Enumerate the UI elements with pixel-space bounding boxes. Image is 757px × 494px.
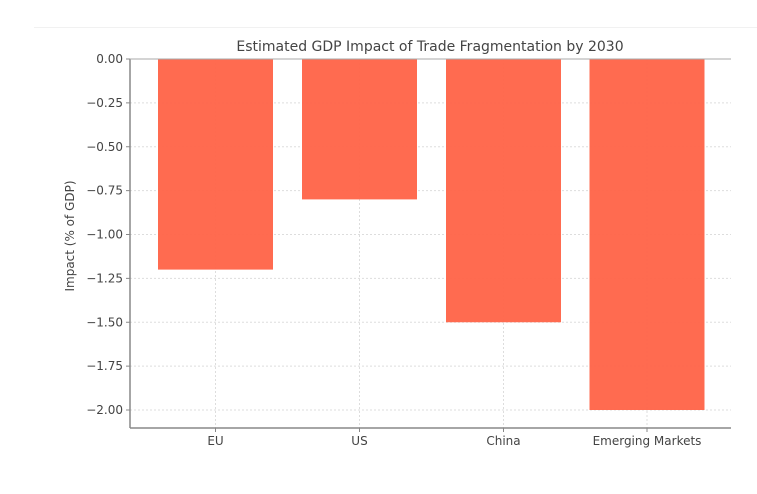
y-tick-label: −1.50 — [86, 315, 123, 329]
y-tick-label: −1.25 — [86, 271, 123, 285]
chart-title: Estimated GDP Impact of Trade Fragmentat… — [236, 39, 623, 55]
bar-china — [446, 59, 561, 323]
x-tick-label: China — [486, 434, 520, 448]
y-axis-label: Impact (% of GDP) — [63, 180, 77, 291]
y-tick-label: −1.00 — [86, 228, 123, 242]
x-tick-label: US — [351, 434, 367, 448]
y-ticks: 0.00 −0.25 −0.50 −0.75 −1.00 −1.25 −1.50 −1.75 −… — [86, 52, 130, 417]
y-tick-label: −2.00 — [86, 403, 123, 417]
y-tick-label: −1.75 — [86, 359, 123, 373]
bars — [158, 59, 705, 410]
y-tick-label: 0.00 — [96, 52, 123, 66]
x-tick-label: Emerging Markets — [593, 434, 702, 448]
x-tick-label: EU — [207, 434, 223, 448]
y-tick-label: −0.25 — [86, 96, 123, 110]
bar-eu — [158, 59, 273, 270]
top-border-line — [34, 27, 757, 28]
x-ticks: EU US China Emerging Markets — [207, 428, 701, 448]
y-tick-label: −0.50 — [86, 140, 123, 154]
y-tick-label: −0.75 — [86, 184, 123, 198]
bar-us — [302, 59, 417, 200]
bar-emerging-markets — [589, 59, 705, 410]
